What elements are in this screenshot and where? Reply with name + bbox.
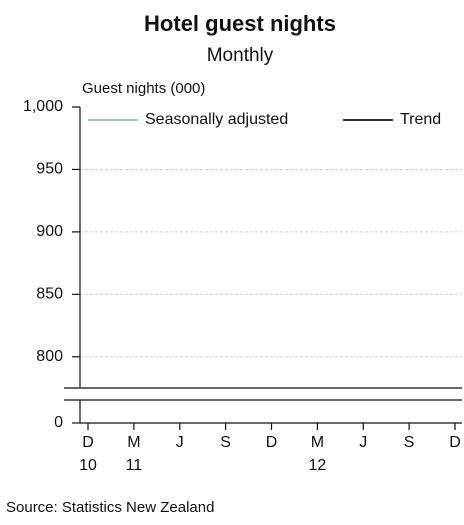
chart-subtitle: Monthly <box>207 45 274 66</box>
y-tick-label: 950 <box>36 161 63 178</box>
y-tick-label: 800 <box>36 348 63 365</box>
x-tick-label: S <box>404 434 415 451</box>
x-tick-label: D <box>266 434 278 451</box>
x-tick-label: J <box>359 434 367 451</box>
chart-title: Hotel guest nights <box>144 11 336 36</box>
x-tick-label: D <box>449 434 461 451</box>
x-year-label: 10 <box>79 457 97 474</box>
y-tick-label: 0 <box>54 414 63 431</box>
x-year-label: 11 <box>126 457 143 474</box>
y-tick-label: 900 <box>36 223 63 240</box>
legend-label: Seasonally adjusted <box>145 111 288 128</box>
y-tick-label: 1,000 <box>23 98 63 115</box>
x-tick-label: M <box>127 434 140 451</box>
source: Source: Statistics New Zealand <box>6 499 214 516</box>
x-year-label: 12 <box>308 457 326 474</box>
x-tick-label: J <box>176 434 184 451</box>
x-tick-label: S <box>220 434 231 451</box>
x-tick-label: M <box>311 434 324 451</box>
x-tick-label: D <box>82 434 94 451</box>
legend-label: Trend <box>400 111 441 128</box>
y-tick-label: 850 <box>36 286 63 303</box>
y-axis-label: Guest nights (000) <box>82 80 205 97</box>
